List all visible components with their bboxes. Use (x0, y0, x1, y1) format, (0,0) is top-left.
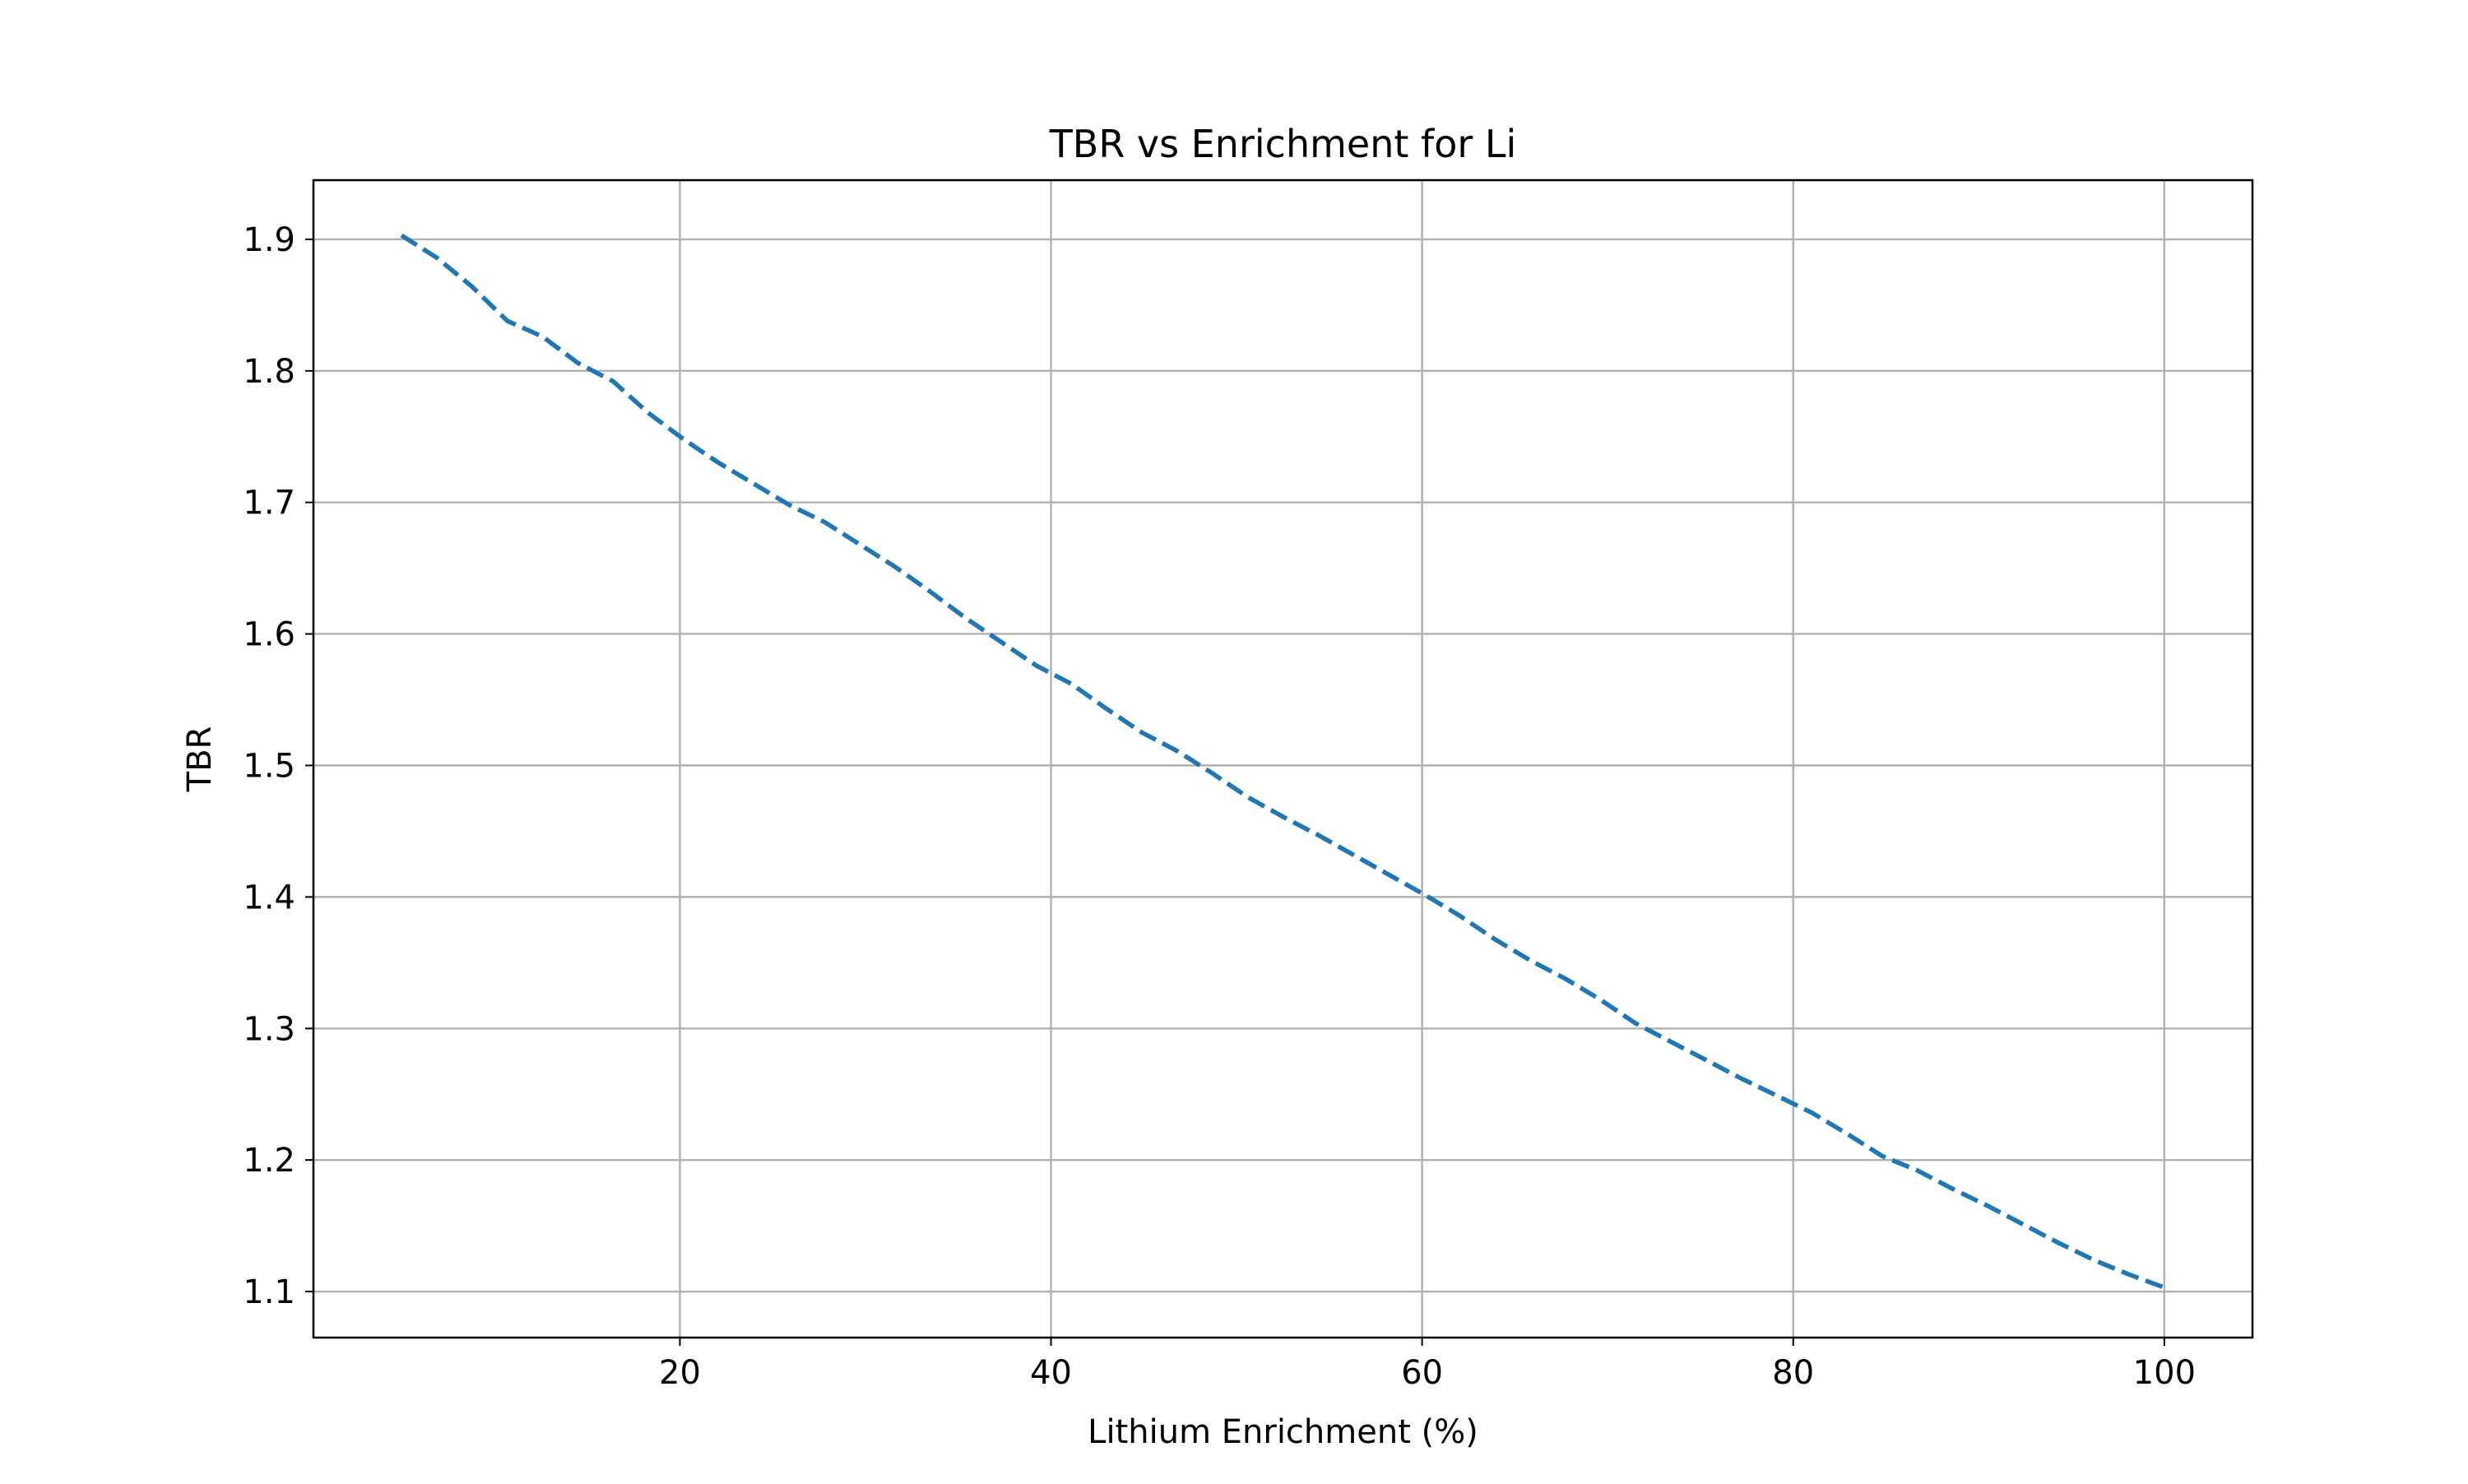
y-tick-label: 1.1 (243, 1273, 295, 1311)
y-tick-label: 1.4 (243, 879, 295, 916)
tbr-series-line (400, 233, 2165, 1290)
y-axis-label: TBR (181, 726, 219, 793)
plot-area (312, 179, 2254, 1339)
x-tick-label: 80 (1772, 1354, 1814, 1392)
y-tick-label: 1.5 (243, 747, 295, 785)
y-tick-label: 1.8 (243, 353, 295, 391)
chart-title: TBR vs Enrichment for Li (1049, 122, 1517, 166)
y-tick-label: 1.3 (243, 1010, 295, 1048)
x-tick-label: 20 (659, 1354, 701, 1392)
y-tick-label: 1.6 (243, 616, 295, 654)
x-tick-label: 60 (1401, 1354, 1443, 1392)
y-tick-label: 1.7 (243, 485, 295, 522)
y-tick-label: 1.9 (243, 221, 295, 259)
x-tick-label: 40 (1030, 1354, 1072, 1392)
y-tick-label: 1.2 (243, 1142, 295, 1180)
x-axis-label: Lithium Enrichment (%) (1088, 1413, 1478, 1451)
x-tick-label: 100 (2133, 1354, 2196, 1392)
